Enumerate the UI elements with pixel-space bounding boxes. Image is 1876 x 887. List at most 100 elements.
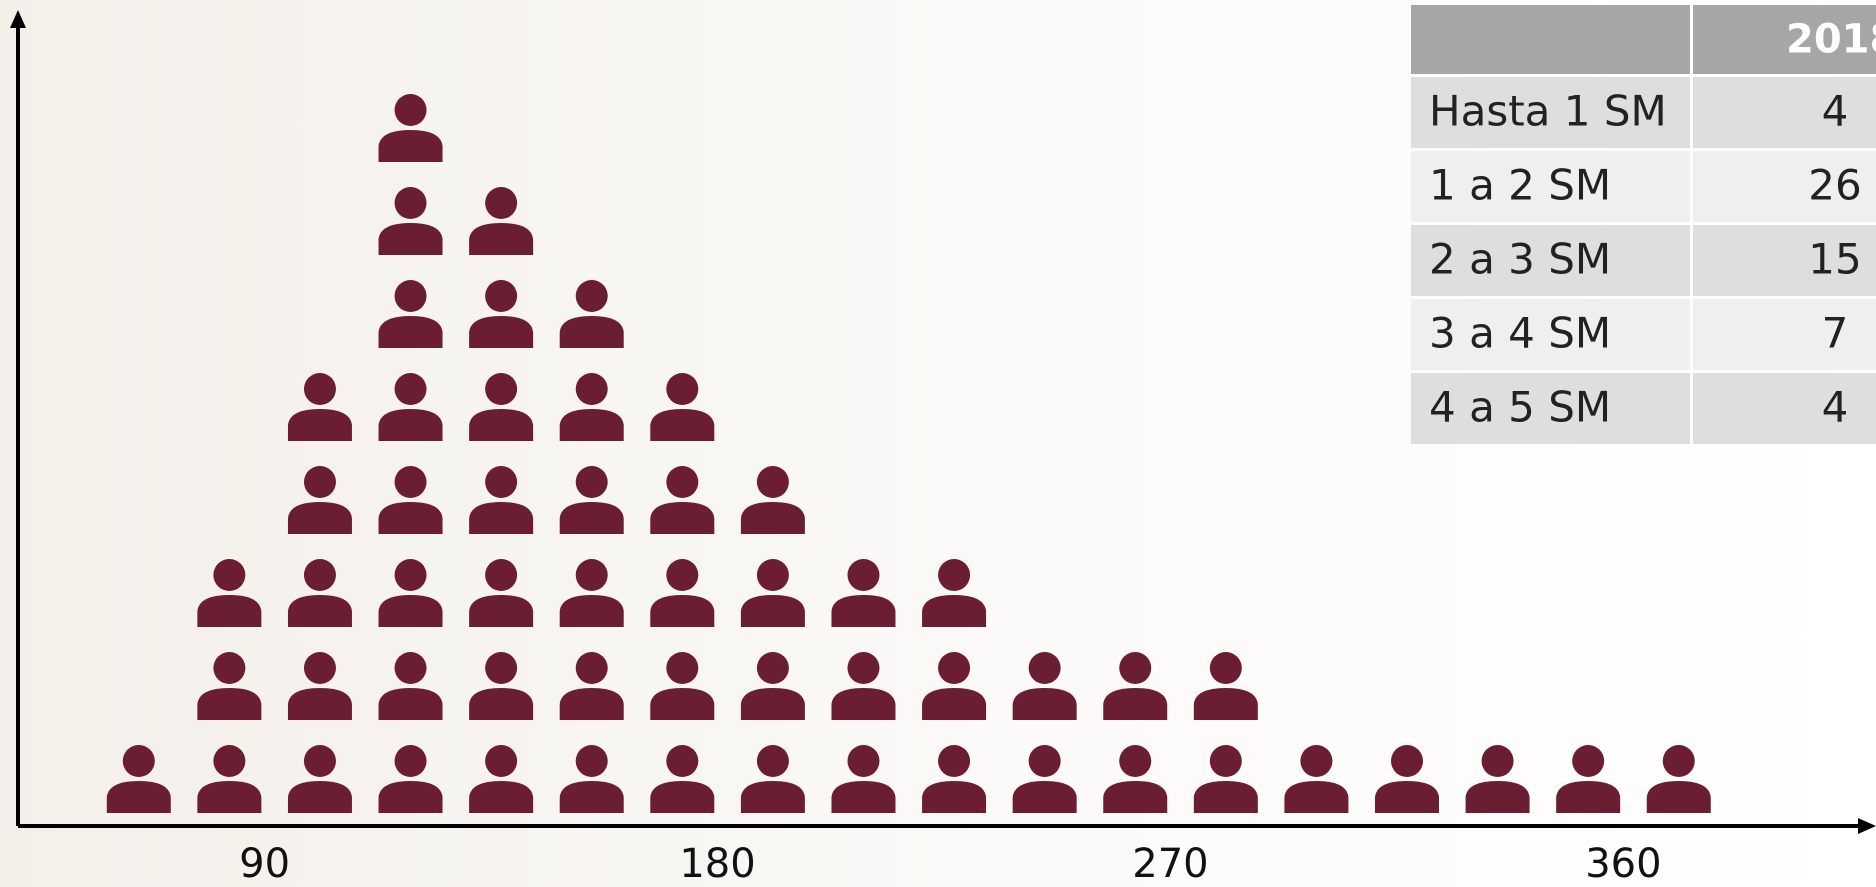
person-head <box>303 745 336 777</box>
person-head <box>394 280 427 312</box>
person-head <box>303 652 336 684</box>
person-head <box>756 745 789 777</box>
icon-column <box>1375 745 1439 813</box>
person-head <box>847 745 880 777</box>
person-head <box>394 94 427 126</box>
icon-column <box>650 373 715 813</box>
person-head <box>666 373 699 405</box>
person-head <box>394 466 427 498</box>
person-body <box>1193 688 1258 720</box>
person-body <box>831 781 896 813</box>
person-head <box>394 559 427 591</box>
person-body <box>469 688 534 720</box>
person-body <box>650 688 715 720</box>
table-cell <box>1693 373 1876 444</box>
person-body <box>469 316 534 348</box>
person-body <box>469 502 534 534</box>
person-body <box>922 688 987 720</box>
icon-column <box>1556 745 1621 813</box>
x-axis-arrow <box>1858 818 1876 834</box>
person-body <box>559 316 624 348</box>
person-body <box>287 781 352 813</box>
person-body <box>287 409 352 441</box>
person-head <box>1662 745 1695 777</box>
person-head <box>575 466 608 498</box>
person-head <box>485 745 518 777</box>
person-head <box>122 745 155 777</box>
person-body <box>559 688 624 720</box>
person-head <box>394 187 427 219</box>
person-body <box>740 595 805 627</box>
row-label: 4 a 5 SM <box>1429 383 1611 432</box>
person-body <box>922 595 987 627</box>
person-body <box>740 502 805 534</box>
person-body <box>559 595 624 627</box>
table-header <box>1411 5 1690 74</box>
person-head <box>938 559 971 591</box>
person-body <box>559 502 624 534</box>
person-body <box>831 595 896 627</box>
person-body <box>650 595 715 627</box>
person-head <box>756 559 789 591</box>
person-body <box>1646 781 1711 813</box>
person-head <box>666 466 699 498</box>
x-tick-label: 360 <box>1585 841 1661 887</box>
person-body <box>1193 781 1258 813</box>
table-cell <box>1411 299 1690 370</box>
person-body <box>287 688 352 720</box>
person-body <box>378 595 443 627</box>
person-head <box>575 745 608 777</box>
person-body <box>197 688 262 720</box>
row-value: 15 <box>1808 235 1861 284</box>
icon-column <box>559 280 624 813</box>
icon-column <box>1646 745 1711 813</box>
person-head <box>756 652 789 684</box>
table-cell <box>1693 151 1876 222</box>
person-head <box>485 652 518 684</box>
icon-column <box>831 559 896 813</box>
person-head <box>303 373 336 405</box>
icon-column <box>1103 652 1168 813</box>
person-head <box>303 559 336 591</box>
person-head <box>847 559 880 591</box>
person-body <box>922 781 987 813</box>
icon-column <box>106 745 171 813</box>
person-body <box>106 781 171 813</box>
person-body <box>378 130 443 162</box>
table-header-year: 2018 <box>1786 17 1876 63</box>
table-cell <box>1411 151 1690 222</box>
person-body <box>650 502 715 534</box>
person-head <box>575 559 608 591</box>
person-head <box>485 373 518 405</box>
person-body <box>1375 781 1439 813</box>
person-body <box>559 781 624 813</box>
person-head <box>213 559 246 591</box>
person-head <box>666 745 699 777</box>
person-head <box>394 745 427 777</box>
person-head <box>666 559 699 591</box>
table-cell <box>1693 225 1876 296</box>
row-value: 7 <box>1822 309 1849 358</box>
person-head <box>756 466 789 498</box>
table-cell <box>1693 77 1876 148</box>
person-head <box>1481 745 1514 777</box>
icon-column <box>197 559 262 813</box>
row-value: 4 <box>1822 87 1849 136</box>
table-cell <box>1411 225 1690 296</box>
person-body <box>1465 781 1530 813</box>
row-value: 4 <box>1822 383 1849 432</box>
person-body <box>740 781 805 813</box>
person-body <box>378 781 443 813</box>
row-label: Hasta 1 SM <box>1429 87 1667 136</box>
person-head <box>1572 745 1605 777</box>
person-head <box>938 745 971 777</box>
icon-column <box>740 466 805 813</box>
person-head <box>394 652 427 684</box>
icon-column <box>287 373 352 813</box>
table-header <box>1693 5 1876 74</box>
table-cell <box>1411 77 1690 148</box>
row-value: 26 <box>1808 161 1861 210</box>
person-body <box>469 595 534 627</box>
person-head <box>485 187 518 219</box>
